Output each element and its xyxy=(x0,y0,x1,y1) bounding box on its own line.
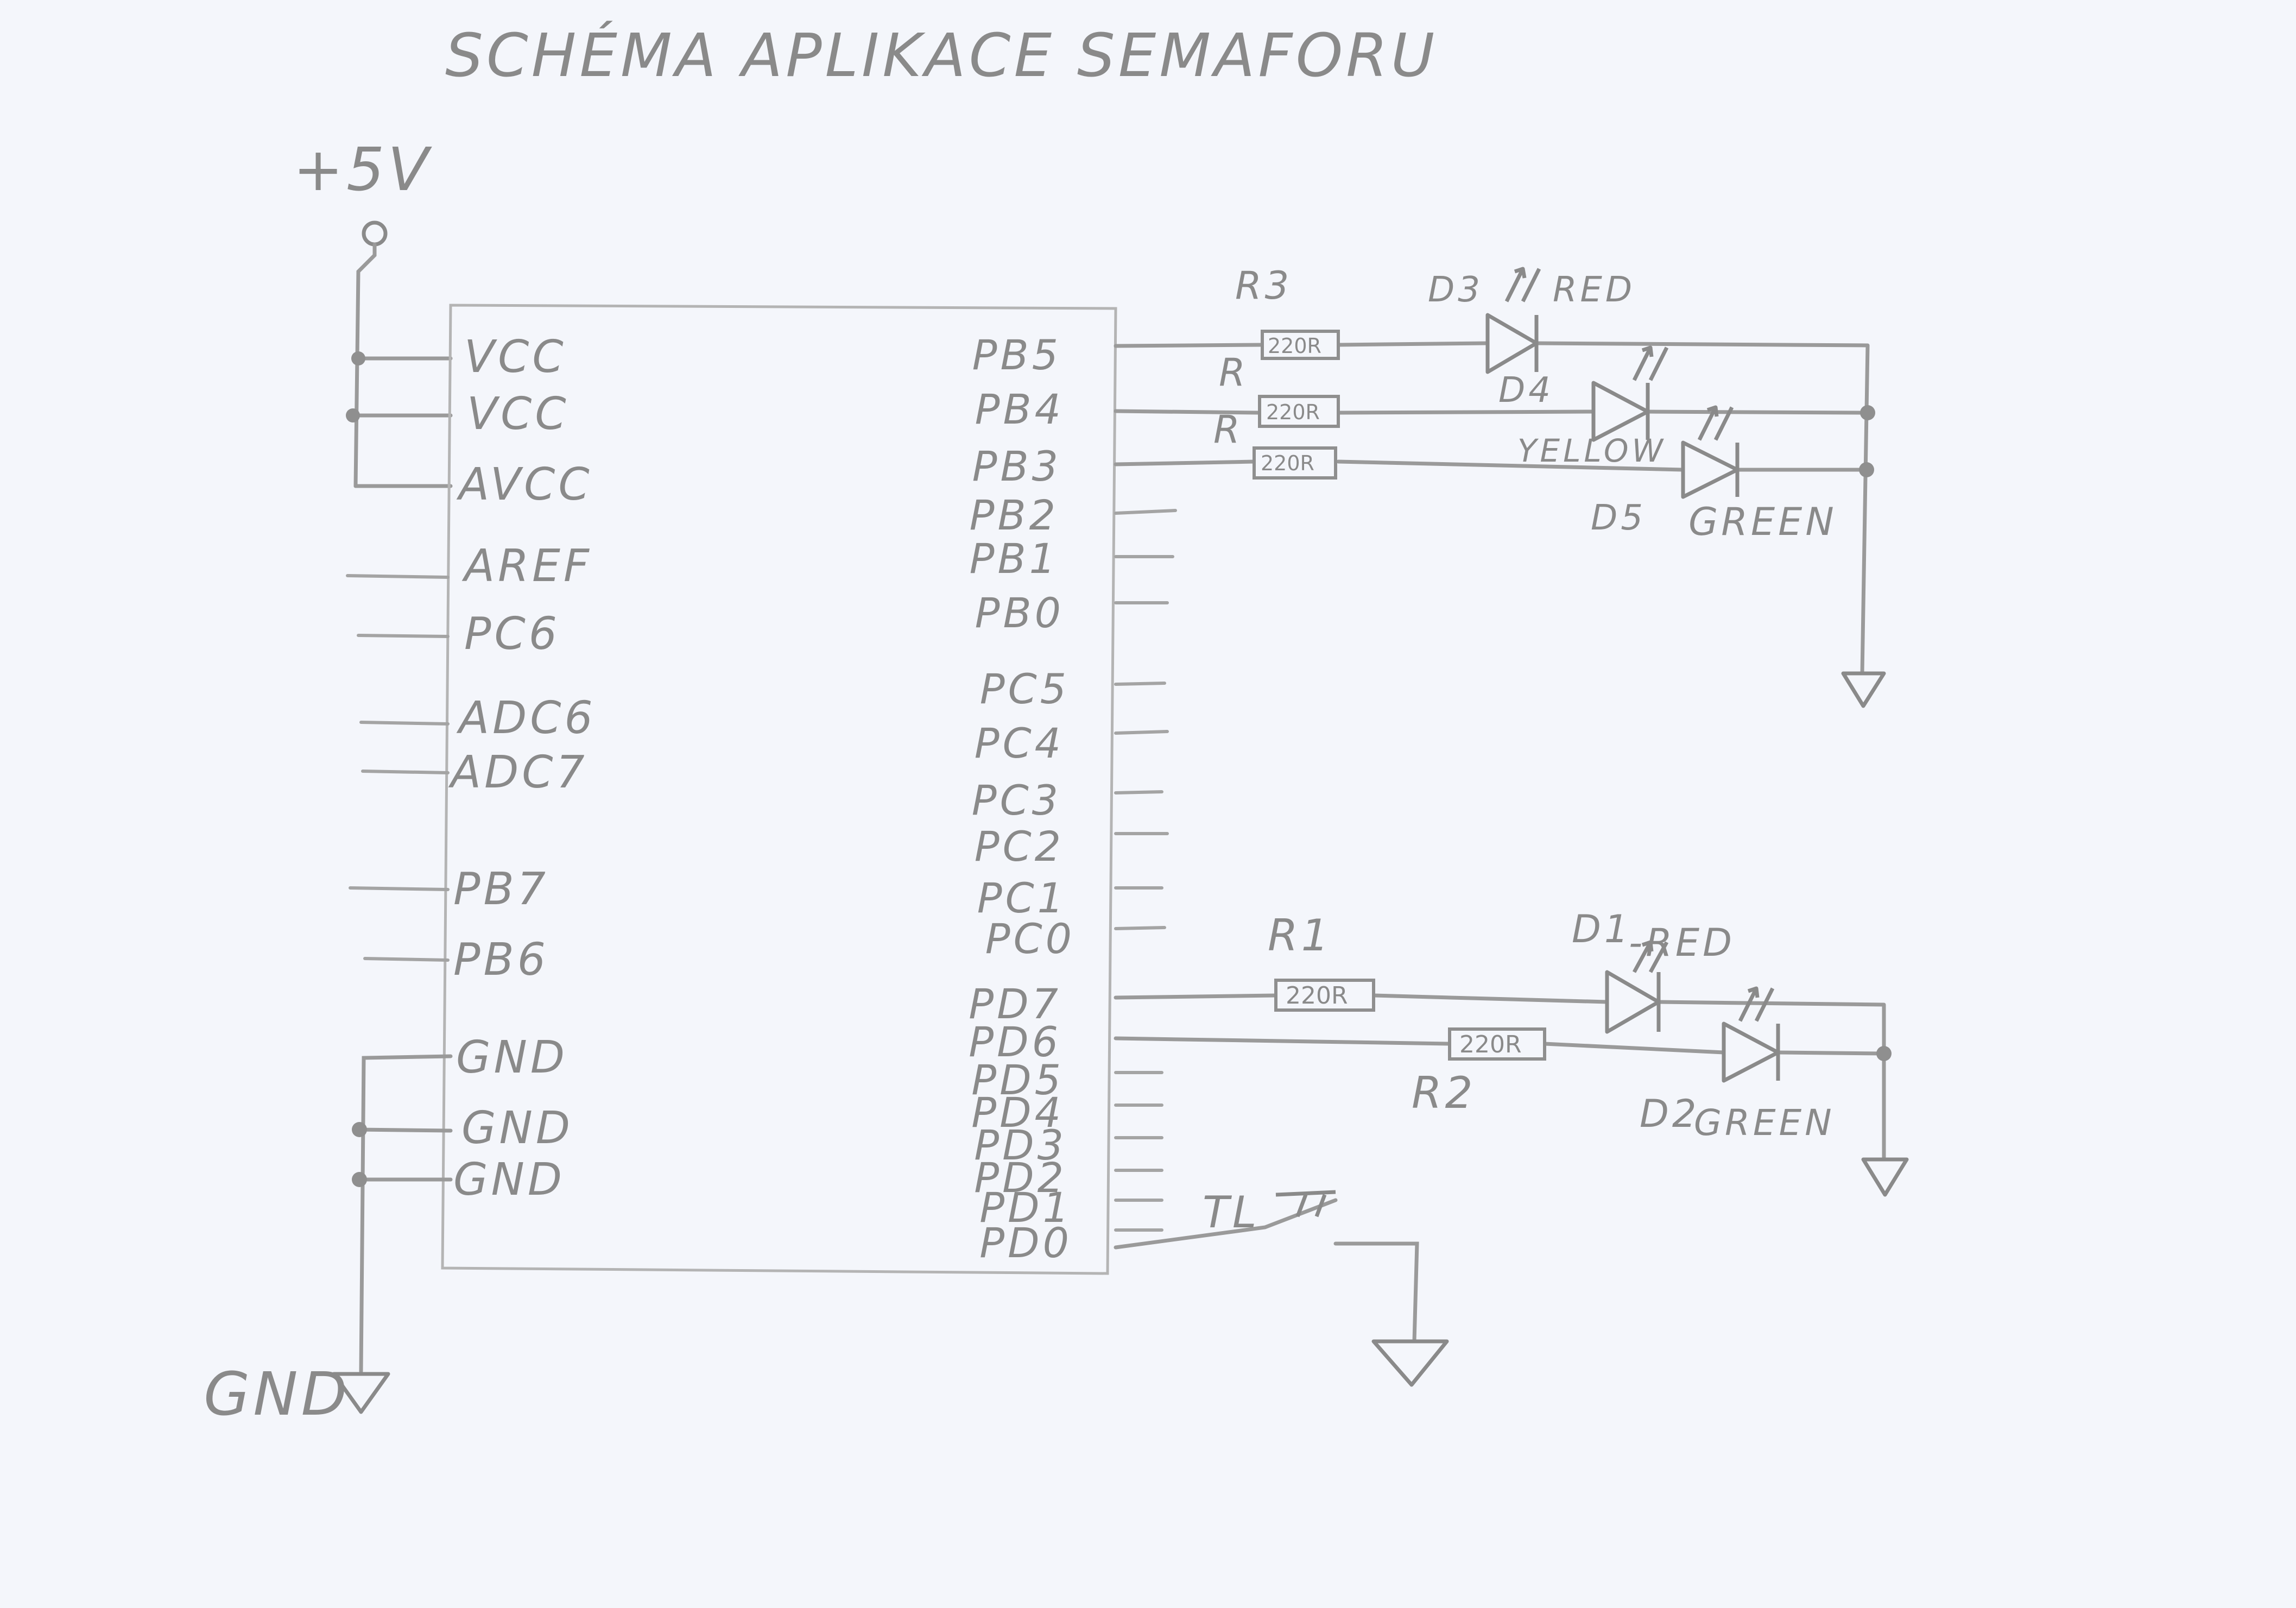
led-d3-color: RED xyxy=(1553,270,1635,310)
mcu-pin-label: PC6 xyxy=(464,608,560,660)
mcu-pin-label: PD7 xyxy=(969,980,1061,1028)
resistor-r3 xyxy=(1261,330,1340,360)
resistor-r-green xyxy=(1253,446,1337,480)
resistor-r1-label: R1 xyxy=(1268,910,1332,961)
resistor-r1-value: 220R xyxy=(1286,982,1348,1010)
mcu-left-pins: VCC VCC AVCC AREF PC6 ADC6 ADC7 PB7 PB6 … xyxy=(448,331,596,1206)
led-d5-arrows xyxy=(1697,405,1734,441)
mcu-pin-label: PC2 xyxy=(975,822,1064,871)
bottom-led-wires xyxy=(1114,993,1886,1162)
main-ground-symbol xyxy=(332,1372,390,1414)
mcu-pin-label: PC3 xyxy=(972,776,1061,824)
mcu-pin-label: GND xyxy=(456,1032,568,1083)
switch-label: TL xyxy=(1203,1187,1260,1238)
mcu-body xyxy=(441,304,1117,1275)
led-d1-arrows xyxy=(1632,940,1669,973)
led-d1-color: -RED xyxy=(1629,920,1735,965)
mcu-pin-label: GND xyxy=(461,1102,573,1154)
led-d3-red xyxy=(1485,313,1539,374)
mcu-pin-label: ADC7 xyxy=(448,747,588,798)
mcu-pin-label: PC1 xyxy=(977,874,1067,922)
top-ground-symbol xyxy=(1841,671,1886,708)
mcu-pin-label: PD4 xyxy=(971,1088,1064,1137)
resistor-r-yellow-label: R xyxy=(1219,350,1249,395)
resistor-r-yellow xyxy=(1258,395,1340,428)
top-led-junction xyxy=(1860,405,1875,420)
mcu-pin-label: PB0 xyxy=(975,589,1064,637)
resistor-r-green-label: R xyxy=(1213,407,1243,452)
led-d3-arrows xyxy=(1504,267,1541,302)
led-d2-arrows xyxy=(1738,986,1775,1022)
resistor-r2-value: 220R xyxy=(1459,1031,1522,1058)
ground-label: GND xyxy=(204,1359,350,1429)
mcu-pin-label: PB2 xyxy=(970,491,1059,539)
led-d5-green xyxy=(1681,440,1740,499)
mcu-pin-label: PD1 xyxy=(979,1183,1072,1232)
resistor-r-green-value: 220R xyxy=(1261,451,1314,475)
schematic-title: SCHÉMA APLIKACE SEMAFORU xyxy=(445,20,1438,90)
led-d1-red xyxy=(1605,970,1661,1034)
mcu-pin-label: VCC xyxy=(467,388,570,440)
mcu-right-pins: PB5 PB4 PB3 PB2 PB1 PB0 PC5 PC4 PC3 PC2 … xyxy=(969,331,1075,1267)
mcu-pin-label: GND xyxy=(453,1154,565,1206)
mcu-pin-label: PB4 xyxy=(975,385,1064,433)
mcu-pin-label: AREF xyxy=(461,540,592,592)
power-rail xyxy=(353,242,377,488)
top-led-junction xyxy=(1859,462,1874,477)
right-pin-stubs xyxy=(1114,509,1177,1232)
power-junction xyxy=(351,351,365,365)
mcu-pin-label: PC0 xyxy=(985,915,1075,963)
mcu-pin-label: VCC xyxy=(464,331,567,383)
power-label: +5V xyxy=(293,135,432,204)
led-d3-label: D3 xyxy=(1428,270,1483,310)
power-terminal xyxy=(362,220,388,247)
ground-junction xyxy=(352,1122,367,1137)
mcu-pin-label: PB6 xyxy=(453,934,549,986)
resistor-r-yellow-value: 220R xyxy=(1266,400,1320,424)
mcu-pin-label: PD0 xyxy=(979,1219,1072,1267)
switch-wire xyxy=(1114,1198,1419,1344)
mcu-pin-label: PD2 xyxy=(974,1153,1067,1202)
mcu-pin-label: PB1 xyxy=(970,534,1059,583)
mcu-pin-label: PD6 xyxy=(969,1018,1061,1066)
resistor-r3-value: 220R xyxy=(1268,334,1321,358)
vcc-wires xyxy=(351,356,453,488)
mcu-pin-label: PC5 xyxy=(980,665,1070,713)
resistor-r3-label: R3 xyxy=(1235,263,1292,308)
mcu-pin-label: AVCC xyxy=(456,459,593,510)
mcu-pin-label: ADC6 xyxy=(456,692,596,744)
switch-ground-symbol xyxy=(1371,1339,1449,1387)
top-led-wires xyxy=(1114,341,1870,676)
mcu-pin-label: PB7 xyxy=(453,863,549,915)
left-pin-stubs xyxy=(346,574,450,962)
ground-junction xyxy=(352,1172,367,1187)
mcu-pin-label: PC4 xyxy=(975,719,1064,767)
led-d4-arrows xyxy=(1632,345,1669,381)
led-d2-green xyxy=(1722,1021,1780,1083)
mcu-pin-label: PB3 xyxy=(972,442,1061,490)
led-d5-label: D5 xyxy=(1591,498,1646,538)
ground-rail xyxy=(356,1054,453,1373)
resistor-r2-label: R2 xyxy=(1412,1068,1476,1118)
led-d5-color: GREEN xyxy=(1688,500,1837,544)
mcu-pin-label: PD5 xyxy=(971,1056,1064,1104)
led-d4-label: D4 xyxy=(1498,370,1554,411)
led-d4-color: YELLOW xyxy=(1517,432,1666,469)
resistor-r1 xyxy=(1274,979,1375,1012)
resistor-r2 xyxy=(1448,1027,1546,1061)
switch-glyph xyxy=(1275,1190,1336,1218)
led-d2-color: -GREEN xyxy=(1678,1102,1835,1144)
mcu-pin-label: PB5 xyxy=(972,331,1061,379)
led-d4-yellow xyxy=(1591,381,1650,442)
power-junction xyxy=(346,408,360,423)
led-d2-label: D2 xyxy=(1640,1092,1699,1136)
bottom-ground-symbol xyxy=(1861,1157,1909,1197)
mcu-pin-label: PD3 xyxy=(974,1121,1067,1169)
bottom-led-junction xyxy=(1876,1046,1892,1061)
led-d1-label: D1 xyxy=(1572,907,1631,951)
